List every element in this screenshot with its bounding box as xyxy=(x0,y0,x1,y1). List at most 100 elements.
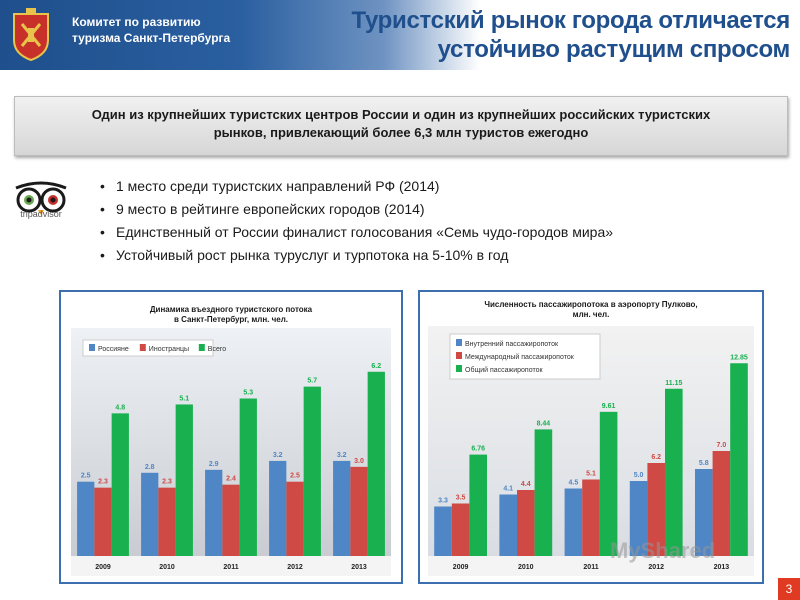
data-label: 6.2 xyxy=(371,363,381,370)
legend-label: Общий пассажиропоток xyxy=(465,366,543,374)
list-item: • 9 место в рейтинге европейских городов … xyxy=(100,201,425,217)
data-label: 2.4 xyxy=(226,476,236,483)
x-tick-label: 2011 xyxy=(583,564,598,571)
legend-swatch xyxy=(198,344,205,351)
list-item: • 1 место среди туристских направлений РФ… xyxy=(100,178,440,194)
bar xyxy=(599,411,618,556)
legend-label: Внутренний пассажиропоток xyxy=(465,340,559,348)
legend-label: Международный пассажиропоток xyxy=(465,353,575,361)
x-tick-label: 2010 xyxy=(159,564,175,571)
airport-passengers-bar-chart: Внутренний пассажиропоток Международный п… xyxy=(428,326,754,576)
page-title-line1: Туристский рынок города отличается xyxy=(351,7,791,34)
callout-box: Один из крупнейших туристских центров Ро… xyxy=(14,96,788,156)
airport-passengers-chart-panel: Численность пассажиропотока в аэропорту … xyxy=(418,290,764,584)
data-label: 8.44 xyxy=(537,420,551,427)
data-label: 6.76 xyxy=(471,446,485,453)
data-label: 12.85 xyxy=(730,354,748,361)
bar xyxy=(286,481,304,556)
x-tick-label: 2013 xyxy=(351,564,367,571)
data-label: 4.4 xyxy=(521,481,531,488)
bar xyxy=(111,413,129,556)
x-axis-band xyxy=(71,556,391,576)
legend-swatch xyxy=(456,352,462,359)
data-label: 5.7 xyxy=(307,378,317,385)
data-label: 4.8 xyxy=(115,404,125,411)
data-label: 3.2 xyxy=(337,452,347,459)
page-title: Туристский рынок города отличается устой… xyxy=(320,6,791,64)
bullet-text: Устойчивый рост рынка туруслуг и турпото… xyxy=(116,247,509,263)
x-tick-label: 2012 xyxy=(648,564,664,571)
x-tick-label: 2009 xyxy=(453,564,469,571)
legend-swatch xyxy=(456,365,462,372)
data-label: 7.0 xyxy=(717,442,727,449)
bar xyxy=(516,490,535,556)
bullet-text: 1 место среди туристских направлений РФ … xyxy=(116,178,440,194)
watermark: MyShared xyxy=(610,538,716,563)
callout-text: Один из крупнейших туристских центров Ро… xyxy=(35,106,767,142)
data-label: 2.5 xyxy=(290,473,300,480)
legend-label: Иностранцы xyxy=(149,346,189,353)
bar xyxy=(469,454,488,556)
chart-title-line2: млн. чел. xyxy=(572,310,610,319)
list-item: • Единственный от России финалист голосов… xyxy=(100,224,614,240)
bar xyxy=(350,466,368,556)
coat-of-arms-icon xyxy=(13,8,49,62)
bullet-list: • 1 место среди туристских направлений РФ… xyxy=(100,176,613,268)
data-label: 5.1 xyxy=(586,471,596,478)
data-label: 2.3 xyxy=(162,479,172,486)
bar xyxy=(582,479,600,556)
bar xyxy=(434,506,452,556)
tourist-flow-chart-panel: Динамика въездного туристского потока в … xyxy=(59,290,403,584)
org-name-line1: Комитет по развитию xyxy=(72,15,201,29)
x-tick-label: 2009 xyxy=(95,564,111,571)
bar xyxy=(269,460,287,556)
data-label: 2.9 xyxy=(209,461,219,468)
chart-title: Численность пассажиропотока в аэропорту … xyxy=(460,300,722,320)
data-label: 3.2 xyxy=(273,452,283,459)
data-label: 3.3 xyxy=(438,498,448,505)
bar xyxy=(175,404,193,556)
data-label: 9.61 xyxy=(602,403,616,410)
data-label: 11.15 xyxy=(665,380,682,387)
bar xyxy=(239,398,257,556)
legend-swatch xyxy=(456,339,462,346)
bullet-text: 9 место в рейтинге европейских городов (… xyxy=(116,201,425,217)
data-label: 3.0 xyxy=(354,458,364,465)
bar xyxy=(665,388,683,556)
chart-title-line1: Динамика въездного туристского потока xyxy=(149,305,313,314)
data-label: 2.5 xyxy=(81,473,91,480)
x-tick-label: 2013 xyxy=(714,564,730,571)
data-label: 5.3 xyxy=(243,390,253,397)
tripadvisor-label: tripadvisor xyxy=(20,209,62,219)
bar xyxy=(647,463,666,556)
bar xyxy=(141,472,159,556)
legend-label: Всего xyxy=(208,346,226,353)
legend-swatch xyxy=(139,344,146,351)
legend-swatch xyxy=(89,344,95,351)
org-name-line2: туризма Санкт-Петербурга xyxy=(72,31,231,45)
chart-legend xyxy=(449,333,601,380)
callout-line2: рынков, привлекающий более 6,3 млн турис… xyxy=(213,125,589,140)
x-tick-label: 2011 xyxy=(223,564,238,571)
bar xyxy=(205,469,223,556)
x-axis-band xyxy=(428,556,754,576)
data-label: 5.8 xyxy=(699,460,709,467)
bar xyxy=(629,481,648,556)
bar xyxy=(564,488,583,556)
bar xyxy=(367,371,385,556)
bullet-text: Единственный от России финалист голосова… xyxy=(116,224,614,240)
list-item: • Устойчивый рост рынка туруслуг и турпот… xyxy=(100,247,509,263)
chart-title: Динамика въездного туристского потока в … xyxy=(101,305,361,325)
bar xyxy=(694,469,713,556)
data-label: 4.1 xyxy=(503,486,513,493)
bar xyxy=(712,451,731,556)
owl-logo-icon xyxy=(15,181,67,215)
bar xyxy=(303,386,321,556)
chart-legend xyxy=(82,339,214,357)
bar xyxy=(534,429,553,556)
data-label: 4.5 xyxy=(569,480,579,487)
chart-title-line1: Численность пассажиропотока в аэропорту … xyxy=(484,300,698,309)
bar xyxy=(499,494,517,556)
org-name: Комитет по развитию туризма Санкт-Петерб… xyxy=(72,14,292,46)
data-label: 2.8 xyxy=(145,464,155,471)
